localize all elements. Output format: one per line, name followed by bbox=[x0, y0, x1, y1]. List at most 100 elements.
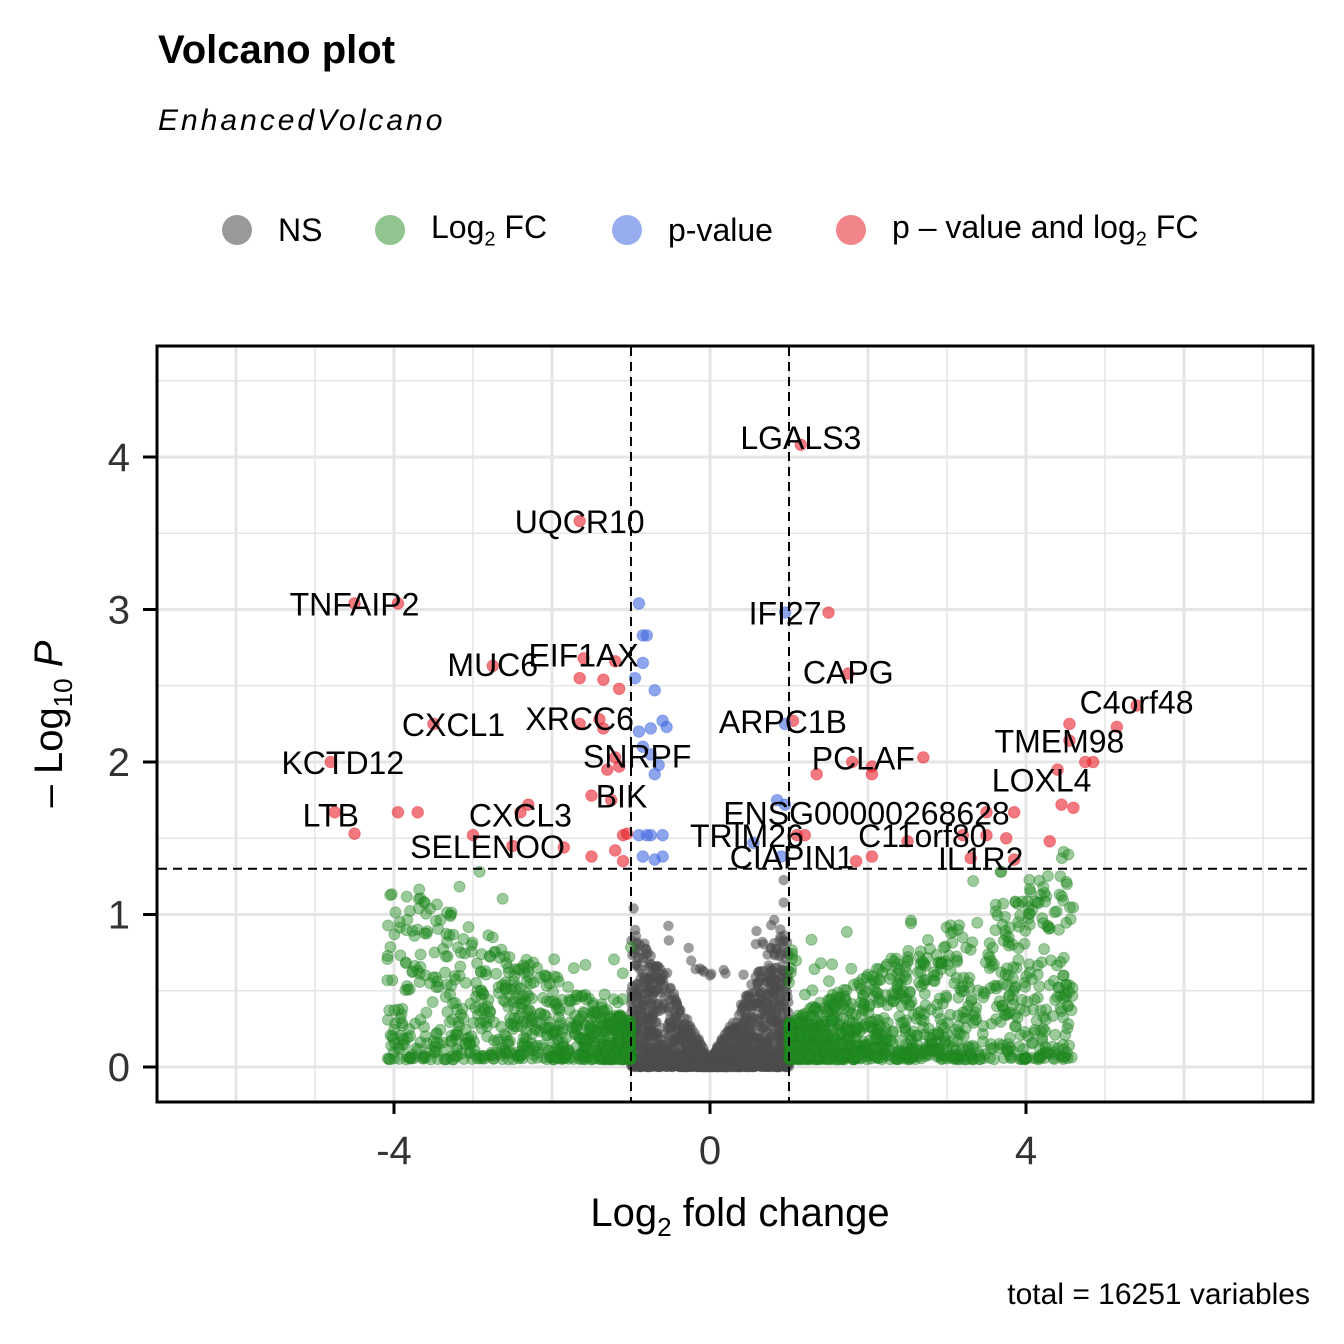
log2fc-point bbox=[491, 1035, 504, 1048]
log2fc-point bbox=[883, 1044, 896, 1057]
log2fc-point bbox=[805, 933, 818, 946]
ns-point bbox=[636, 1008, 648, 1020]
log2fc-point bbox=[451, 1003, 464, 1016]
log2fc-point bbox=[962, 1053, 975, 1066]
log2fc-point bbox=[846, 1016, 859, 1029]
log2fc-point bbox=[598, 988, 611, 1001]
legend-label: NS bbox=[278, 211, 323, 248]
log2fc-point bbox=[398, 1033, 411, 1046]
log2fc-point bbox=[457, 932, 470, 945]
log2fc-point bbox=[952, 1020, 965, 1033]
log2fc-point bbox=[616, 967, 629, 980]
ns-point bbox=[750, 997, 762, 1009]
log2fc-point bbox=[560, 1031, 573, 1044]
data-point bbox=[636, 850, 650, 863]
log2fc-point bbox=[560, 1051, 573, 1064]
log2fc-point bbox=[1037, 1010, 1050, 1023]
log2fc-point bbox=[572, 1030, 585, 1043]
log2fc-point bbox=[518, 1037, 531, 1050]
log2fc-point bbox=[454, 960, 467, 973]
gene-label: C4orf48 bbox=[1080, 685, 1194, 721]
ns-point bbox=[750, 938, 762, 950]
log2fc-point bbox=[480, 968, 493, 981]
log2fc-point bbox=[787, 1027, 800, 1040]
log2fc-point bbox=[444, 909, 457, 922]
data-point bbox=[640, 629, 654, 642]
log2fc-point bbox=[573, 1013, 586, 1026]
log2fc-point bbox=[567, 962, 580, 975]
ns-point bbox=[697, 964, 708, 976]
ns-point bbox=[751, 925, 762, 937]
log2fc-point bbox=[1033, 980, 1046, 993]
log2fc-point bbox=[874, 1036, 887, 1049]
ns-point bbox=[759, 1012, 770, 1023]
log2fc-point bbox=[497, 994, 510, 1007]
log2fc-point bbox=[884, 1034, 897, 1047]
log2fc-point bbox=[403, 1052, 416, 1065]
log2fc-point bbox=[1010, 961, 1023, 974]
ns-point bbox=[637, 968, 648, 980]
ns-point bbox=[654, 974, 666, 986]
log2fc-point bbox=[939, 1034, 952, 1047]
log2fc-point bbox=[910, 1029, 923, 1042]
log2fc-point bbox=[791, 1037, 804, 1050]
log2fc-point bbox=[570, 989, 583, 1002]
log2fc-point bbox=[1031, 968, 1044, 981]
log2fc-point bbox=[1034, 888, 1047, 901]
log2fc-point bbox=[789, 1014, 802, 1027]
log2fc-point bbox=[1048, 906, 1061, 919]
log2fc-point bbox=[449, 973, 462, 986]
log2fc-point bbox=[822, 1005, 835, 1018]
log2fc-point bbox=[965, 993, 978, 1006]
log2fc-point bbox=[535, 1018, 548, 1031]
gene-label: SELENOO bbox=[410, 829, 565, 865]
log2fc-point bbox=[930, 998, 943, 1011]
log2fc-point bbox=[848, 1044, 861, 1057]
log2fc-point bbox=[403, 983, 416, 996]
log2fc-point bbox=[990, 982, 1003, 995]
log2fc-point bbox=[524, 977, 537, 990]
log2fc-point bbox=[484, 1005, 497, 1018]
log2fc-point bbox=[950, 971, 963, 984]
ns-point bbox=[766, 1058, 777, 1070]
log2fc-point bbox=[424, 977, 437, 990]
data-point bbox=[608, 844, 622, 857]
log2fc-point bbox=[900, 1050, 913, 1063]
log2fc-point bbox=[489, 1046, 502, 1059]
ns-point bbox=[769, 948, 780, 959]
log2fc-point bbox=[814, 1051, 827, 1064]
log2fc-point bbox=[453, 880, 466, 893]
ns-point bbox=[772, 1029, 783, 1041]
log2fc-point bbox=[1014, 909, 1027, 922]
log2fc-point bbox=[821, 1029, 834, 1042]
log2fc-point bbox=[1038, 943, 1051, 956]
gene-label: LOXL4 bbox=[992, 763, 1092, 799]
log2fc-point bbox=[787, 1020, 800, 1033]
log2fc-point bbox=[828, 1000, 841, 1013]
log2fc-point bbox=[493, 951, 506, 964]
ns-point bbox=[670, 995, 681, 1006]
gene-label: BIK bbox=[596, 779, 648, 815]
log2fc-point bbox=[613, 1036, 626, 1049]
log2fc-point bbox=[956, 931, 969, 944]
ns-point bbox=[627, 949, 638, 961]
log2fc-point bbox=[623, 1039, 636, 1052]
log2fc-point bbox=[429, 914, 442, 927]
gene-label: KCTD12 bbox=[281, 745, 404, 781]
log2fc-point bbox=[540, 971, 553, 984]
ns-point bbox=[720, 968, 731, 979]
ns-point bbox=[708, 1059, 719, 1071]
log2fc-point bbox=[413, 967, 426, 980]
log2fc-point bbox=[502, 1053, 515, 1066]
log2fc-point bbox=[871, 986, 884, 999]
log2fc-point bbox=[977, 991, 990, 1004]
ns-point bbox=[783, 1061, 795, 1072]
log2fc-point bbox=[940, 989, 953, 1002]
log2fc-point bbox=[525, 1016, 538, 1029]
log2fc-point bbox=[1044, 954, 1057, 967]
log2fc-point bbox=[784, 1049, 797, 1062]
log2fc-point bbox=[1057, 951, 1070, 964]
ns-point bbox=[738, 969, 749, 980]
ns-point bbox=[631, 958, 642, 970]
log2fc-point bbox=[552, 1011, 565, 1024]
